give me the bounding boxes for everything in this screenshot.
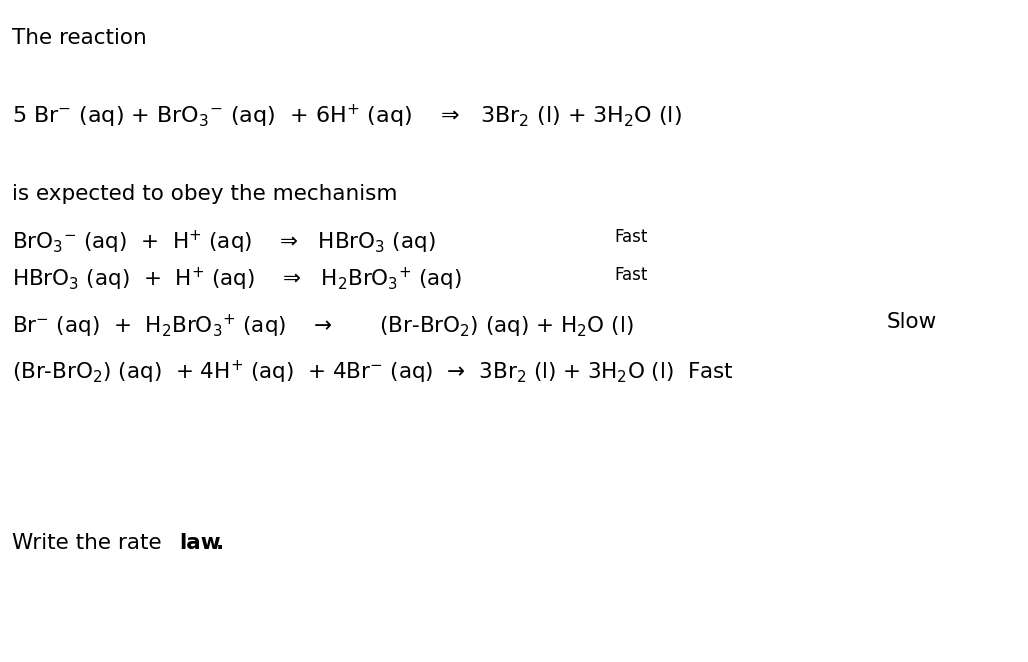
Text: law: law [179,533,221,553]
Text: Slow: Slow [886,312,937,332]
Text: 5 Br$^{-}$ (aq) + BrO$_3$$^{-}$ (aq)  + 6H$^{+}$ (aq)    ⇒   3Br$_2$ (l) + 3H$_2: 5 Br$^{-}$ (aq) + BrO$_3$$^{-}$ (aq) + 6… [12,103,683,130]
Text: Br$^{-}$ (aq)  +  H$_2$BrO$_3$$^{+}$ (aq)    →       (Br-BrO$_2$) (aq) + H$_2$O : Br$^{-}$ (aq) + H$_2$BrO$_3$$^{+}$ (aq) … [12,312,634,340]
Text: Write the rate: Write the rate [12,533,169,553]
Text: Fast: Fast [615,266,648,284]
Text: HBrO$_3$ (aq)  +  H$^{+}$ (aq)    ⇒   H$_2$BrO$_3$$^{+}$ (aq): HBrO$_3$ (aq) + H$^{+}$ (aq) ⇒ H$_2$BrO$… [12,266,463,293]
Text: Fast: Fast [615,228,648,246]
Text: .: . [216,533,224,553]
Text: is expected to obey the mechanism: is expected to obey the mechanism [12,184,398,204]
Text: BrO$_3$$^{-}$ (aq)  +  H$^{+}$ (aq)    ⇒   HBrO$_3$ (aq): BrO$_3$$^{-}$ (aq) + H$^{+}$ (aq) ⇒ HBrO… [12,228,436,256]
Text: The reaction: The reaction [12,28,147,48]
Text: (Br-BrO$_2$) (aq)  + 4H$^{+}$ (aq)  + 4Br$^{-}$ (aq)  →  3Br$_2$ (l) + 3H$_2$O (: (Br-BrO$_2$) (aq) + 4H$^{+}$ (aq) + 4Br$… [12,359,734,386]
